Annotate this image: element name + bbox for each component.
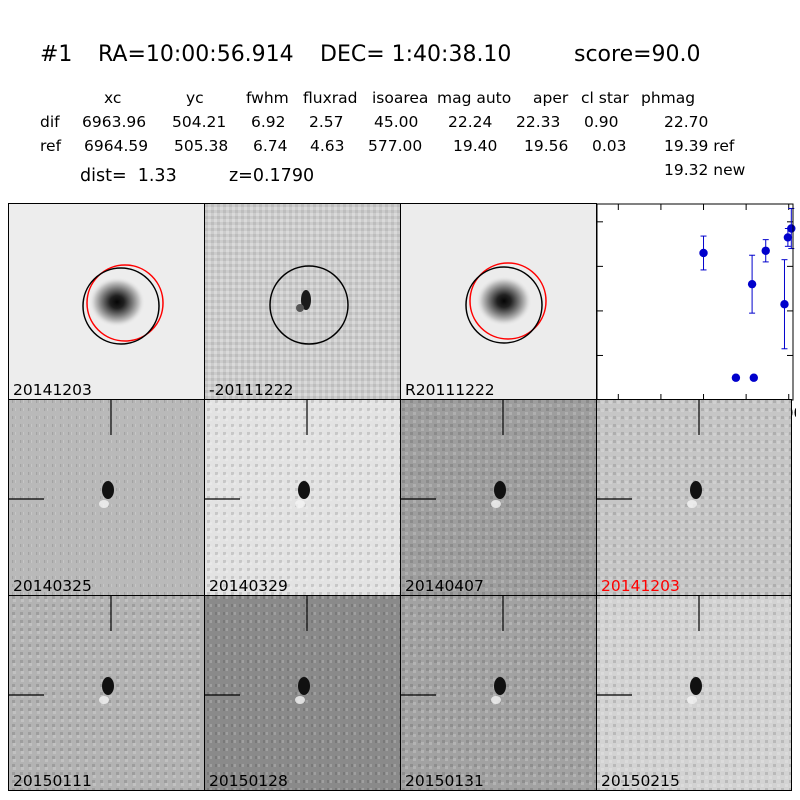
ref-phmag: 19.39 ref <box>664 137 735 155</box>
transient-source <box>690 481 702 499</box>
epoch-stamp-art <box>401 596 596 790</box>
epoch-stamp: 20150111 <box>8 595 205 791</box>
epoch-stamp: 20141203 <box>596 399 792 596</box>
ref-cl-star: 0.03 <box>592 137 627 155</box>
score-value: score=90.0 <box>574 42 701 67</box>
epoch-stamp-art <box>9 596 204 790</box>
data-point <box>761 246 770 255</box>
dif-xc: 6963.96 <box>82 113 147 131</box>
epoch-stamp-art <box>205 400 400 595</box>
ref-position-circle <box>469 262 547 340</box>
stamp-label: R20111222 <box>405 381 495 399</box>
stamp-label: 20141203 <box>601 577 680 595</box>
data-point <box>783 233 793 242</box>
col-header-aper: aper <box>533 89 569 107</box>
col-header-xc: xc <box>104 89 122 107</box>
dif-cl-star: 0.90 <box>584 113 619 131</box>
epoch-stamp: 20140325 <box>8 399 205 596</box>
stamp-new-art <box>9 204 204 399</box>
stamp-label: 20150131 <box>405 772 484 790</box>
transient-source <box>494 677 506 695</box>
stamp-label: 20140325 <box>13 577 92 595</box>
row-name-ref: ref <box>40 137 62 155</box>
transient-source <box>298 481 310 499</box>
transient-source <box>690 677 702 695</box>
col-header-phmag: phmag <box>641 89 696 107</box>
new-phmag: 19.32 new <box>664 161 746 179</box>
light-curve-plot: 2223242526−100−50050100 <box>596 203 796 422</box>
stamp-diff-art <box>205 204 400 399</box>
stamp-new-image: 20141203 <box>8 203 205 400</box>
dec-coordinate: DEC= 1:40:38.10 <box>320 42 512 67</box>
epoch-stamp: 20150128 <box>204 595 401 791</box>
row-name-dif: dif <box>40 113 60 131</box>
dif-phmag: 22.70 <box>664 113 709 131</box>
redshift-value: z=0.1790 <box>229 166 315 186</box>
stamp-label: 20150215 <box>601 772 680 790</box>
ref-fluxrad: 4.63 <box>310 137 345 155</box>
dif-aper: 22.33 <box>516 113 561 131</box>
transient-source <box>102 677 114 695</box>
epoch-stamp: 20140407 <box>400 399 597 596</box>
ra-coordinate: RA=10:00:56.914 <box>98 42 294 67</box>
transient-source <box>102 481 114 499</box>
detection-circle <box>269 265 349 345</box>
dif-isoarea: 45.00 <box>374 113 419 131</box>
dif-fwhm: 6.92 <box>251 113 286 131</box>
data-point <box>731 373 741 382</box>
data-point <box>787 224 796 233</box>
ref-fwhm: 6.74 <box>253 137 288 155</box>
stamp-label: 20141203 <box>13 381 92 399</box>
detection-circle <box>465 266 543 344</box>
dif-yc: 504.21 <box>172 113 227 131</box>
epoch-stamp-art <box>401 400 596 595</box>
data-point <box>747 279 757 289</box>
epoch-stamp: 20150215 <box>596 595 792 791</box>
dif-fluxrad: 2.57 <box>309 113 344 131</box>
epoch-stamp-art <box>597 596 791 790</box>
stamp-diff-image: -20111222 <box>204 203 401 400</box>
stamp-label: 20140329 <box>209 577 288 595</box>
col-header-isoarea: isoarea <box>372 89 429 107</box>
epoch-stamp: 20140329 <box>204 399 401 596</box>
epoch-stamp-art <box>597 400 791 595</box>
col-header-fluxrad: fluxrad <box>303 89 358 107</box>
detection-circle <box>82 267 160 345</box>
transient-source <box>494 481 506 499</box>
data-point <box>699 248 708 258</box>
data-point <box>749 373 758 382</box>
ref-yc: 505.38 <box>174 137 229 155</box>
col-header-yc: yc <box>186 89 204 107</box>
dif-mag-auto: 22.24 <box>448 113 493 131</box>
epoch-stamp: 20150131 <box>400 595 597 791</box>
col-header-cl-star: cl star <box>581 89 629 107</box>
ref-mag-auto: 19.40 <box>453 137 498 155</box>
ref-aper: 19.56 <box>524 137 569 155</box>
stamp-ref-image: R20111222 <box>400 203 597 400</box>
ref-position-circle <box>86 264 164 342</box>
ref-xc: 6964.59 <box>84 137 149 155</box>
epoch-stamp-art <box>9 400 204 595</box>
stamp-label: -20111222 <box>209 381 294 399</box>
ref-isoarea: 577.00 <box>368 137 423 155</box>
stamp-label: 20150128 <box>209 772 288 790</box>
plot-frame <box>596 203 794 401</box>
stamp-label: 20140407 <box>405 577 484 595</box>
dist-value: dist= 1.33 <box>80 166 177 186</box>
object-index: #1 <box>40 42 73 67</box>
epoch-stamp-art <box>205 596 400 790</box>
transient-source <box>298 677 310 695</box>
stamp-label: 20150111 <box>13 772 92 790</box>
col-header-fwhm: fwhm <box>246 89 289 107</box>
data-point <box>780 300 789 309</box>
stamp-ref-art <box>401 204 596 399</box>
col-header-mag-auto: mag auto <box>437 89 512 107</box>
